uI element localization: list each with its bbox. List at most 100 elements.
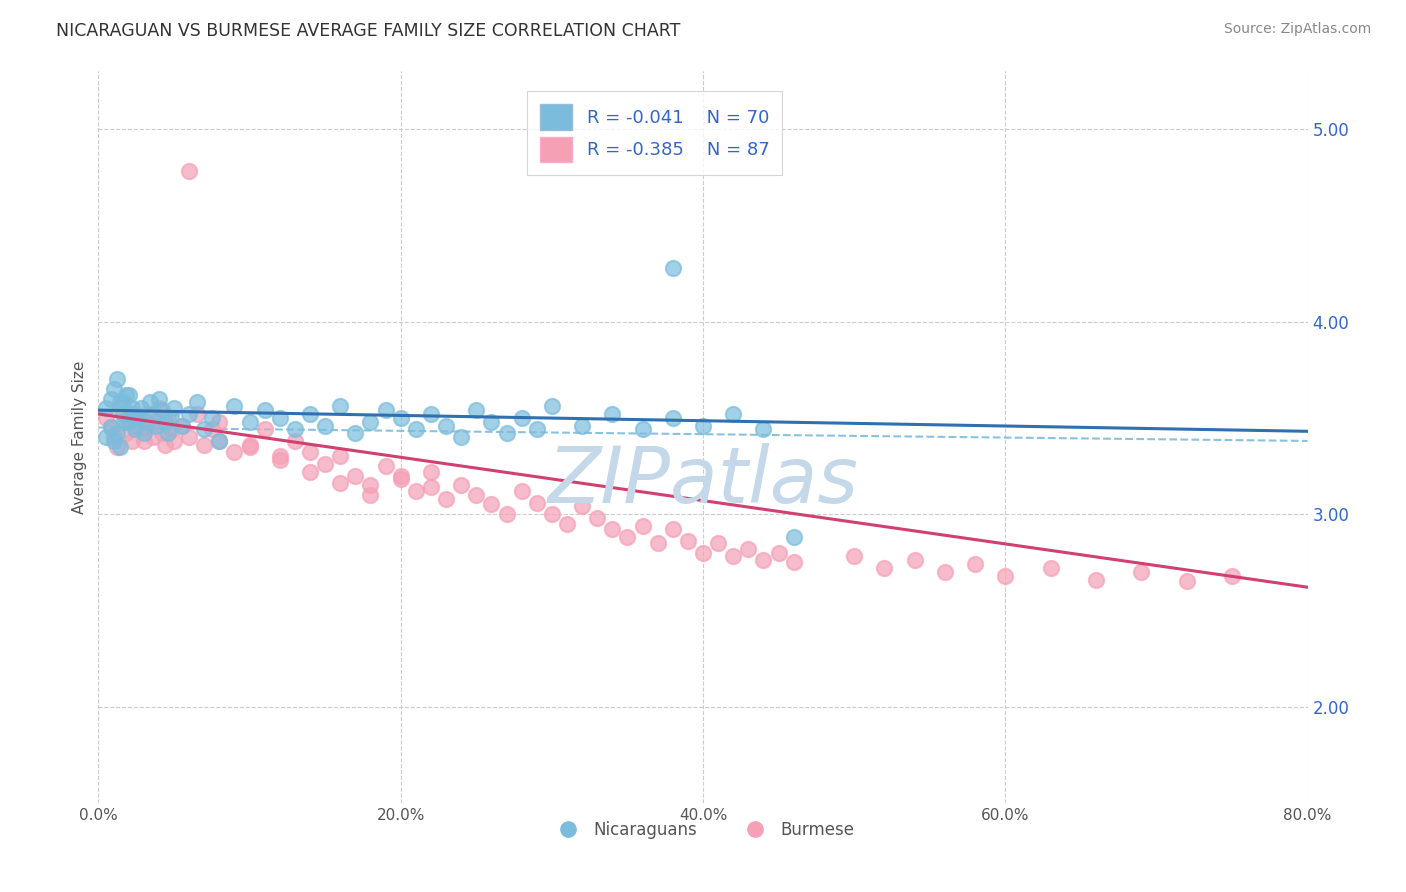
Point <box>1085 573 1108 587</box>
Point <box>269 453 291 467</box>
Point <box>150 403 173 417</box>
Point <box>142 407 165 421</box>
Point <box>121 407 143 421</box>
Point <box>108 401 131 416</box>
Point <box>163 401 186 416</box>
Point <box>108 395 131 409</box>
Point <box>299 465 322 479</box>
Point <box>389 410 412 425</box>
Text: Source: ZipAtlas.com: Source: ZipAtlas.com <box>1223 22 1371 37</box>
Point <box>142 430 165 444</box>
Point <box>139 418 162 433</box>
Point <box>170 418 193 433</box>
Point <box>540 507 562 521</box>
Point <box>405 422 427 436</box>
Point <box>389 472 412 486</box>
Point <box>360 478 382 492</box>
Point <box>495 426 517 441</box>
Point <box>253 422 276 436</box>
Point <box>329 450 352 464</box>
Point <box>314 418 336 433</box>
Point <box>495 507 517 521</box>
Point <box>111 407 134 421</box>
Point <box>193 438 215 452</box>
Point <box>179 407 201 421</box>
Point <box>224 445 246 459</box>
Point <box>145 415 167 429</box>
Point <box>253 403 276 417</box>
Point <box>647 536 669 550</box>
Point <box>179 164 201 178</box>
Point <box>1039 561 1062 575</box>
Point <box>329 399 352 413</box>
Point <box>934 565 956 579</box>
Point <box>239 438 262 452</box>
Point <box>1175 574 1198 589</box>
Point <box>94 410 117 425</box>
Point <box>100 420 122 434</box>
Point <box>737 541 759 556</box>
Point <box>465 488 488 502</box>
Text: ZIPatlas: ZIPatlas <box>547 443 859 519</box>
Point <box>103 434 125 448</box>
Point <box>111 395 134 409</box>
Point <box>118 407 141 421</box>
Point <box>105 426 128 441</box>
Point <box>118 388 141 402</box>
Point <box>873 561 896 575</box>
Point <box>127 410 149 425</box>
Point <box>481 498 503 512</box>
Point <box>344 426 367 441</box>
Point <box>510 483 533 498</box>
Point <box>121 434 143 448</box>
Point <box>201 410 224 425</box>
Point <box>1220 568 1243 582</box>
Point <box>269 450 291 464</box>
Point <box>360 488 382 502</box>
Point <box>374 458 396 473</box>
Point <box>586 511 609 525</box>
Y-axis label: Average Family Size: Average Family Size <box>72 360 87 514</box>
Point <box>571 500 593 514</box>
Point <box>420 465 443 479</box>
Text: NICARAGUAN VS BURMESE AVERAGE FAMILY SIZE CORRELATION CHART: NICARAGUAN VS BURMESE AVERAGE FAMILY SIZ… <box>56 22 681 40</box>
Point <box>94 430 117 444</box>
Point <box>420 480 443 494</box>
Point <box>752 422 775 436</box>
Point <box>904 553 927 567</box>
Point <box>661 410 683 425</box>
Point <box>707 536 730 550</box>
Point <box>124 422 146 436</box>
Point <box>103 430 125 444</box>
Point <box>434 491 457 506</box>
Point <box>135 415 157 429</box>
Point <box>153 415 176 429</box>
Point <box>145 418 167 433</box>
Point <box>389 468 412 483</box>
Point <box>100 392 122 406</box>
Point <box>314 457 336 471</box>
Point <box>124 418 146 433</box>
Point <box>121 401 143 416</box>
Point <box>239 440 262 454</box>
Point <box>284 434 307 448</box>
Point <box>510 410 533 425</box>
Point <box>602 523 624 537</box>
Point <box>631 422 654 436</box>
Point <box>692 418 714 433</box>
Point <box>269 410 291 425</box>
Point <box>118 415 141 429</box>
Point <box>844 549 866 564</box>
Point <box>1130 565 1153 579</box>
Point <box>661 523 683 537</box>
Point <box>129 422 152 436</box>
Point <box>571 418 593 433</box>
Point <box>602 407 624 421</box>
Point <box>193 422 215 436</box>
Point <box>139 395 162 409</box>
Point <box>132 434 155 448</box>
Point <box>299 407 322 421</box>
Point <box>124 410 146 425</box>
Point <box>150 426 173 441</box>
Point <box>156 410 179 425</box>
